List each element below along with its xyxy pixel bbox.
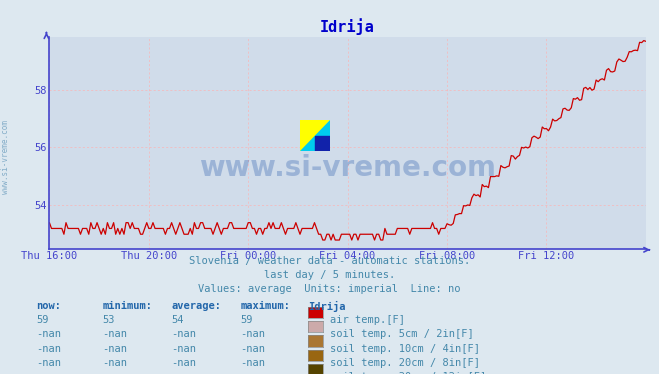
Text: maximum:: maximum: bbox=[241, 301, 291, 311]
Polygon shape bbox=[315, 136, 330, 151]
Polygon shape bbox=[300, 120, 330, 151]
Text: last day / 5 minutes.: last day / 5 minutes. bbox=[264, 270, 395, 280]
Text: -nan: -nan bbox=[102, 344, 127, 354]
Text: -nan: -nan bbox=[171, 372, 196, 374]
Text: -nan: -nan bbox=[36, 372, 61, 374]
Text: -nan: -nan bbox=[241, 372, 266, 374]
Text: -nan: -nan bbox=[171, 344, 196, 354]
Text: Idrija: Idrija bbox=[308, 301, 346, 312]
Text: -nan: -nan bbox=[36, 344, 61, 354]
Text: air temp.[F]: air temp.[F] bbox=[330, 315, 405, 325]
Text: 53: 53 bbox=[102, 315, 115, 325]
Text: -nan: -nan bbox=[241, 344, 266, 354]
Text: -nan: -nan bbox=[171, 358, 196, 368]
Text: soil temp. 30cm / 12in[F]: soil temp. 30cm / 12in[F] bbox=[330, 372, 486, 374]
Text: 59: 59 bbox=[241, 315, 253, 325]
Text: -nan: -nan bbox=[241, 329, 266, 340]
Text: Slovenia / weather data - automatic stations.: Slovenia / weather data - automatic stat… bbox=[189, 256, 470, 266]
Text: www.si-vreme.com: www.si-vreme.com bbox=[1, 120, 10, 194]
Text: -nan: -nan bbox=[36, 358, 61, 368]
Text: -nan: -nan bbox=[102, 358, 127, 368]
Title: Idrija: Idrija bbox=[320, 18, 375, 35]
Text: 54: 54 bbox=[171, 315, 184, 325]
Text: -nan: -nan bbox=[102, 372, 127, 374]
Text: 59: 59 bbox=[36, 315, 49, 325]
Polygon shape bbox=[300, 120, 330, 151]
Text: Values: average  Units: imperial  Line: no: Values: average Units: imperial Line: no bbox=[198, 284, 461, 294]
Text: soil temp. 5cm / 2in[F]: soil temp. 5cm / 2in[F] bbox=[330, 329, 473, 340]
Text: -nan: -nan bbox=[241, 358, 266, 368]
Text: -nan: -nan bbox=[102, 329, 127, 340]
Text: average:: average: bbox=[171, 301, 221, 311]
Text: soil temp. 20cm / 8in[F]: soil temp. 20cm / 8in[F] bbox=[330, 358, 480, 368]
Text: soil temp. 10cm / 4in[F]: soil temp. 10cm / 4in[F] bbox=[330, 344, 480, 354]
Text: -nan: -nan bbox=[36, 329, 61, 340]
Text: -nan: -nan bbox=[171, 329, 196, 340]
Text: minimum:: minimum: bbox=[102, 301, 152, 311]
Text: now:: now: bbox=[36, 301, 61, 311]
Text: www.si-vreme.com: www.si-vreme.com bbox=[199, 154, 496, 183]
